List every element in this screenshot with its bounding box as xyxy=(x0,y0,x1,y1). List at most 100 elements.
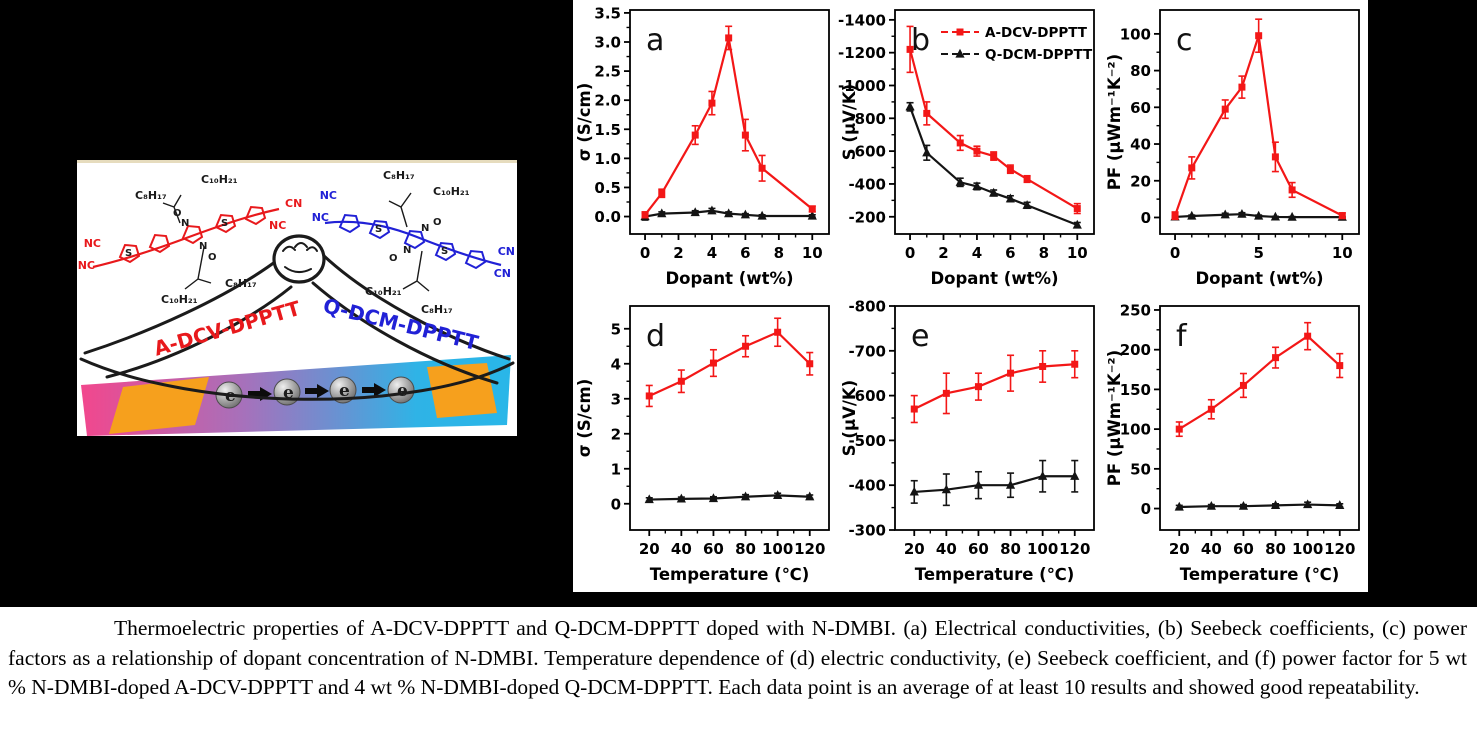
svg-text:2: 2 xyxy=(611,425,621,443)
svg-text:-400: -400 xyxy=(848,477,886,495)
svg-text:S (μV/K): S (μV/K) xyxy=(840,84,859,160)
svg-text:20: 20 xyxy=(1130,172,1151,190)
svg-text:60: 60 xyxy=(1233,540,1254,558)
electron-symbol: e xyxy=(397,381,408,401)
arm-left xyxy=(105,285,293,379)
end-group-label: NC xyxy=(269,219,286,232)
svg-text:-500: -500 xyxy=(848,432,886,450)
arm-left xyxy=(83,257,281,355)
svg-text:2: 2 xyxy=(673,244,683,262)
svg-text:2.0: 2.0 xyxy=(594,92,621,110)
electron-3 xyxy=(329,376,357,404)
svg-text:Dopant (wt%): Dopant (wt%) xyxy=(665,269,793,288)
graphical-abstract: e e e e A-DCV-DPPTT Q-DCM-DPPTT xyxy=(77,160,517,436)
svg-text:4: 4 xyxy=(611,355,621,373)
side-chain-label: C₁₀H₂₁ xyxy=(365,285,402,298)
svg-text:-1200: -1200 xyxy=(838,44,886,62)
svg-text:10: 10 xyxy=(802,244,823,262)
svg-text:50: 50 xyxy=(1130,460,1151,478)
svg-text:80: 80 xyxy=(1265,540,1286,558)
svg-text:10: 10 xyxy=(1332,244,1353,262)
end-group-label: CN xyxy=(498,245,515,258)
atom-label: N xyxy=(421,223,429,234)
figure-panel: e e e e A-DCV-DPPTT Q-DCM-DPPTT xyxy=(0,0,1477,607)
svg-text:S (μV/K): S (μV/K) xyxy=(840,380,859,456)
fist-knuckles xyxy=(282,242,318,273)
body-curve xyxy=(79,357,515,401)
svg-text:0: 0 xyxy=(1141,500,1151,518)
svg-text:2.5: 2.5 xyxy=(594,63,621,81)
svg-text:0.0: 0.0 xyxy=(594,208,621,226)
svg-text:120: 120 xyxy=(1059,540,1090,558)
svg-text:20: 20 xyxy=(1169,540,1190,558)
svg-text:1: 1 xyxy=(611,460,621,478)
svg-text:-700: -700 xyxy=(848,342,886,360)
svg-text:150: 150 xyxy=(1120,381,1151,399)
svg-text:1.0: 1.0 xyxy=(594,150,621,168)
svg-text:-600: -600 xyxy=(848,143,886,161)
svg-text:120: 120 xyxy=(1324,540,1355,558)
end-group-label: NC xyxy=(320,189,337,202)
svg-text:3.5: 3.5 xyxy=(594,4,621,22)
svg-text:5: 5 xyxy=(611,320,621,338)
svg-text:3.0: 3.0 xyxy=(594,34,621,52)
svg-text:A-DCV-DPPTT: A-DCV-DPPTT xyxy=(985,25,1088,41)
svg-text:0: 0 xyxy=(905,244,915,262)
graphical-abstract-art: e e e e A-DCV-DPPTT Q-DCM-DPPTT xyxy=(78,169,515,436)
svg-text:60: 60 xyxy=(968,540,989,558)
svg-text:c: c xyxy=(1176,23,1193,58)
svg-text:200: 200 xyxy=(1120,341,1151,359)
svg-text:0: 0 xyxy=(1170,244,1180,262)
atom-label: S xyxy=(125,248,132,259)
svg-text:250: 250 xyxy=(1120,301,1151,319)
svg-text:d: d xyxy=(646,319,665,354)
end-group-label: NC xyxy=(78,259,95,272)
svg-text:40: 40 xyxy=(936,540,957,558)
svg-text:PF (μWm⁻¹K⁻²): PF (μWm⁻¹K⁻²) xyxy=(1105,54,1124,190)
chart-e-seebeck-vs-temperature: 20 40 60 80 100 120 -800 -700 -600 -500 -400 -300 Te… xyxy=(838,296,1103,592)
atom-label: O xyxy=(208,252,217,263)
svg-text:-400: -400 xyxy=(848,175,886,193)
arrow-right-icon xyxy=(362,383,386,397)
atom-label: N xyxy=(403,245,411,256)
svg-text:6: 6 xyxy=(740,244,750,262)
svg-text:e: e xyxy=(911,319,929,354)
end-group-label: CN xyxy=(285,197,302,210)
svg-text:40: 40 xyxy=(671,540,692,558)
chart-c-powerfactor-vs-dopant: 0 5 10 0 20 40 60 80 100 Dopant (wt%) PF (μWm⁻¹K⁻²… xyxy=(1103,0,1368,296)
figure-caption: Thermoelectric properties of A-DCV-DPPTT… xyxy=(8,616,1467,699)
electrode-left xyxy=(109,377,209,434)
svg-text:60: 60 xyxy=(1130,99,1151,117)
svg-text:0: 0 xyxy=(611,495,621,513)
svg-text:-200: -200 xyxy=(848,208,886,226)
svg-text:120: 120 xyxy=(794,540,825,558)
svg-text:40: 40 xyxy=(1130,136,1151,154)
svg-text:Temperature (℃): Temperature (℃) xyxy=(650,565,810,584)
svg-text:Q-DCM-DPPTT: Q-DCM-DPPTT xyxy=(985,47,1093,63)
atom-label: S xyxy=(375,224,382,235)
svg-text:Temperature (℃): Temperature (℃) xyxy=(1180,565,1340,584)
chart-f-powerfactor-vs-temperature: 20 40 60 80 100 120 0 50 100 150 200 250 Temperature… xyxy=(1103,296,1368,592)
svg-text:-300: -300 xyxy=(848,522,886,540)
svg-text:-600: -600 xyxy=(848,387,886,405)
svg-text:Dopant (wt%): Dopant (wt%) xyxy=(1195,269,1323,288)
chart-a-conductivity-vs-dopant: 0 2 4 6 8 10 0.0 0.5 1.0 1.5 2.0 2.5 3.0 3.5 Dopant (w… xyxy=(573,0,838,296)
side-chain-label: C₈H₁₇ xyxy=(225,277,257,290)
atom-label: O xyxy=(173,208,182,219)
svg-text:100: 100 xyxy=(1292,540,1323,558)
svg-text:0: 0 xyxy=(640,244,650,262)
atom-label: O xyxy=(433,217,442,228)
svg-text:4: 4 xyxy=(972,244,982,262)
svg-text:3: 3 xyxy=(611,390,621,408)
electron-symbol: e xyxy=(283,383,294,403)
svg-text:-800: -800 xyxy=(848,298,886,316)
svg-text:σ (S/cm): σ (S/cm) xyxy=(575,379,594,458)
svg-text:-1000: -1000 xyxy=(838,77,886,95)
side-chain-label: C₁₀H₂₁ xyxy=(161,293,198,306)
svg-text:Temperature (℃): Temperature (℃) xyxy=(915,565,1075,584)
svg-text:100: 100 xyxy=(1120,25,1151,43)
svg-text:σ (S/cm): σ (S/cm) xyxy=(575,83,594,162)
caption-area: Thermoelectric properties of A-DCV-DPPTT… xyxy=(0,607,1477,738)
electron-flow: e e e e xyxy=(215,376,415,409)
side-chain-label: C₈H₁₇ xyxy=(421,303,453,316)
